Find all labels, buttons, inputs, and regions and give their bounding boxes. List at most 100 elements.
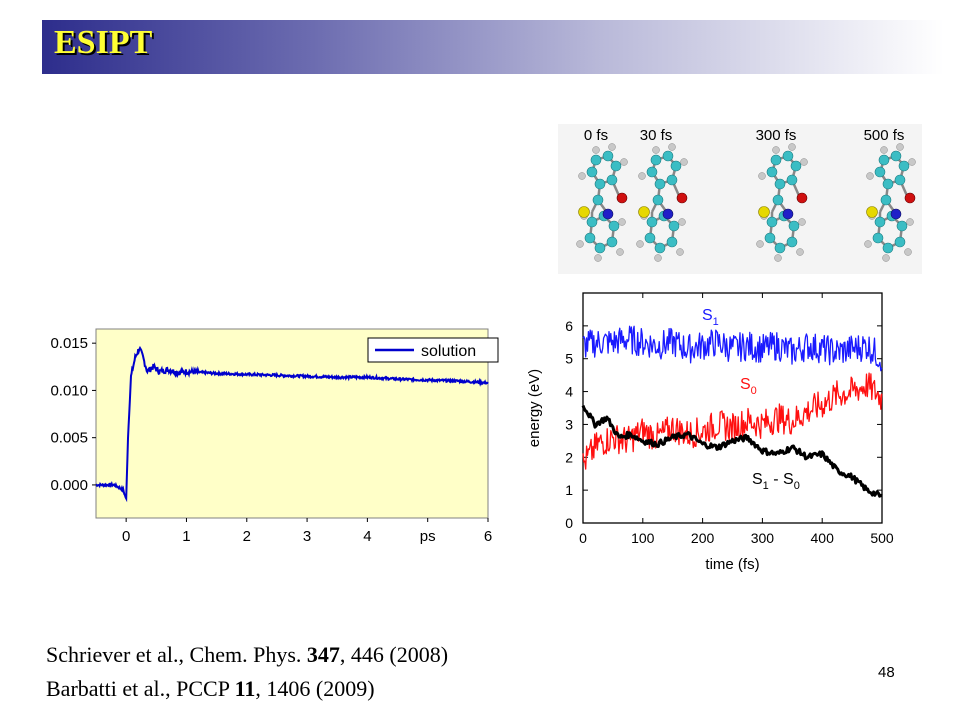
carbon-atom <box>896 220 908 232</box>
hydrogen-atom <box>638 172 646 180</box>
nitrogen-atom <box>602 208 614 220</box>
y-tick-label: 0.000 <box>50 477 88 494</box>
hydrogen-atom <box>616 248 624 256</box>
reference-2-volume: 11 <box>234 676 256 701</box>
hydrogen-atom <box>636 240 644 248</box>
snapshot-time-label: 500 fs <box>864 127 905 144</box>
carbon-atom <box>646 166 658 178</box>
hydrogen-atom <box>904 248 912 256</box>
carbon-atom <box>782 150 794 162</box>
series-line-solution <box>95 345 489 503</box>
hydrogen-atom <box>620 158 628 166</box>
hydrogen-atom <box>864 240 872 248</box>
x-tick-label: 3 <box>303 528 311 545</box>
carbon-atom <box>774 242 786 254</box>
reference-2-text: Barbatti et al., PCCP <box>46 676 235 701</box>
oxygen-atom <box>676 192 688 204</box>
hydrogen-atom <box>576 240 584 248</box>
y-tick-label: 5 <box>565 351 573 367</box>
hydrogen-atom <box>882 254 890 262</box>
carbon-atom <box>650 154 662 166</box>
y-axis-label: energy (eV) <box>526 369 543 447</box>
x-tick-label: 400 <box>811 530 835 546</box>
hydrogen-atom <box>774 254 782 262</box>
hydrogen-atom <box>798 218 806 226</box>
y-tick-label: 1 <box>565 482 573 498</box>
nitrogen-atom <box>662 208 674 220</box>
y-tick-label: 4 <box>565 384 573 400</box>
carbon-atom <box>874 216 886 228</box>
carbon-atom <box>878 154 890 166</box>
carbon-atom <box>788 220 800 232</box>
carbon-atom <box>584 232 596 244</box>
hydrogen-atom <box>866 172 874 180</box>
sulfur-atom <box>638 206 650 218</box>
hydrogen-atom <box>906 218 914 226</box>
carbon-atom <box>774 178 786 190</box>
hydrogen-atom <box>880 146 888 154</box>
carbon-atom <box>668 220 680 232</box>
carbon-atom <box>594 242 606 254</box>
carbon-atom <box>882 178 894 190</box>
oxygen-atom <box>796 192 808 204</box>
hydrogen-atom <box>756 240 764 248</box>
reference-2: Barbatti et al., PCCP 11, 1406 (2009) <box>46 676 375 702</box>
carbon-atom <box>790 160 802 172</box>
x-tick-label: 4 <box>363 528 371 545</box>
snapshot-time-label: 0 fs <box>584 127 608 144</box>
carbon-atom <box>608 220 620 232</box>
x-tick-label: 2 <box>243 528 251 545</box>
carbon-atom <box>786 174 798 186</box>
carbon-atom <box>872 232 884 244</box>
hydrogen-atom <box>652 146 660 154</box>
sulfur-atom <box>578 206 590 218</box>
snapshot-time-label: 300 fs <box>756 127 797 144</box>
molecule-2 <box>756 143 808 262</box>
legend-label: solution <box>421 343 476 360</box>
y-tick-label: 0.010 <box>50 382 88 399</box>
reference-1-text: Schriever et al., Chem. Phys. <box>46 642 307 667</box>
molecule-snapshots: 0 fs 30 fs 300 fs 500 fs <box>558 124 922 274</box>
hydrogen-atom <box>654 254 662 262</box>
y-tick-label: 0 <box>565 515 573 531</box>
page-number: 48 <box>878 664 895 681</box>
carbon-atom <box>666 236 678 248</box>
x-tick-label: ps <box>420 528 436 545</box>
carbon-atom <box>586 216 598 228</box>
carbon-atom <box>874 166 886 178</box>
carbon-atom <box>770 154 782 166</box>
hydrogen-atom <box>578 172 586 180</box>
x-tick-label: 100 <box>631 530 655 546</box>
hydrogen-atom <box>680 158 688 166</box>
x-axis-label: time (fs) <box>705 556 759 573</box>
hydrogen-atom <box>676 248 684 256</box>
title-bar: ESIPT <box>42 20 944 74</box>
y-tick-label: 0.005 <box>50 430 88 447</box>
carbon-atom <box>666 174 678 186</box>
hydrogen-atom <box>668 143 676 151</box>
x-tick-label: 0 <box>122 528 130 545</box>
carbon-atom <box>644 232 656 244</box>
reference-1-volume: 347 <box>306 642 340 667</box>
sulfur-atom <box>866 206 878 218</box>
hydrogen-atom <box>758 172 766 180</box>
series-label-2: S1 - S0 <box>752 471 800 492</box>
y-tick-label: 6 <box>565 318 573 334</box>
hydrogen-atom <box>788 143 796 151</box>
x-tick-label: 500 <box>870 530 894 546</box>
nitrogen-atom <box>782 208 794 220</box>
reference-1-pages: , 446 (2008) <box>339 642 449 667</box>
x-tick-label: 200 <box>691 530 715 546</box>
carbon-atom <box>766 166 778 178</box>
hydrogen-atom <box>896 143 904 151</box>
carbon-atom <box>890 150 902 162</box>
carbon-atom <box>606 236 618 248</box>
molecule-1 <box>636 143 688 262</box>
sulfur-atom <box>758 206 770 218</box>
hydrogen-atom <box>800 158 808 166</box>
carbon-atom <box>880 194 892 206</box>
y-tick-label: 2 <box>565 449 573 465</box>
carbon-atom <box>592 194 604 206</box>
carbon-atom <box>654 178 666 190</box>
